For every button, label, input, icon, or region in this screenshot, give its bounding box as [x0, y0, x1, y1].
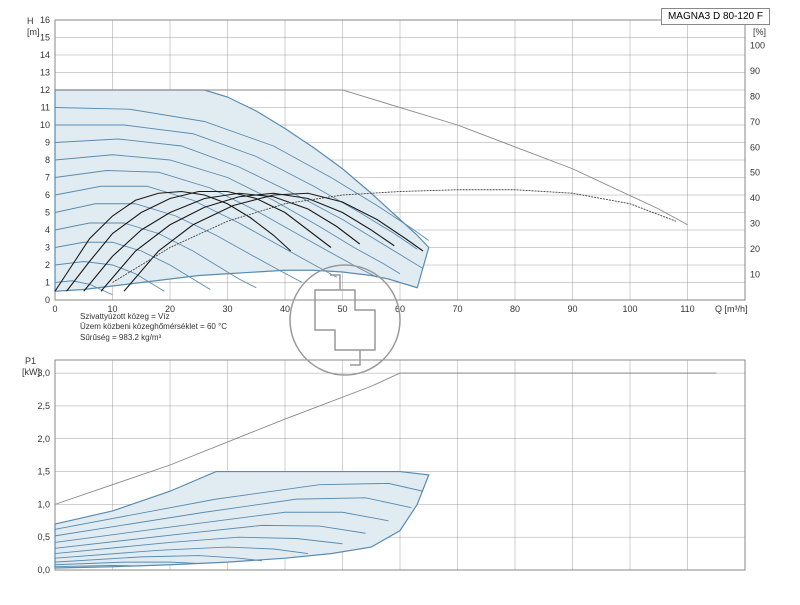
svg-text:4: 4 — [45, 225, 50, 235]
chart-title: MAGNA3 D 80-120 F — [661, 8, 770, 25]
svg-text:40: 40 — [750, 193, 760, 203]
svg-text:50: 50 — [337, 304, 347, 314]
svg-text:14: 14 — [40, 50, 50, 60]
svg-text:80: 80 — [750, 91, 760, 101]
svg-text:7: 7 — [45, 173, 50, 183]
chart-info-block: Szivattyúzott közeg = Víz Üzem közbeni k… — [80, 312, 227, 343]
info-line-1: Üzem közbeni közeghőmérséklet = 60 °C — [80, 322, 227, 332]
svg-text:1: 1 — [45, 278, 50, 288]
svg-text:30: 30 — [750, 219, 760, 229]
svg-text:11: 11 — [41, 103, 50, 113]
svg-text:8: 8 — [45, 155, 50, 165]
svg-text:100: 100 — [622, 304, 637, 314]
svg-text:2: 2 — [45, 260, 50, 270]
svg-text:13: 13 — [40, 68, 50, 78]
svg-text:6: 6 — [45, 190, 50, 200]
svg-text:5: 5 — [45, 208, 50, 218]
svg-text:60: 60 — [750, 142, 760, 152]
svg-text:9: 9 — [45, 138, 50, 148]
svg-text:90: 90 — [567, 304, 577, 314]
svg-text:H: H — [27, 16, 34, 26]
svg-text:0,0: 0,0 — [37, 565, 50, 575]
svg-text:1,5: 1,5 — [37, 467, 50, 477]
svg-text:50: 50 — [750, 168, 760, 178]
svg-text:10: 10 — [750, 270, 760, 280]
svg-text:15: 15 — [40, 33, 50, 43]
svg-text:20: 20 — [750, 244, 760, 254]
svg-text:3: 3 — [45, 243, 50, 253]
svg-text:[kW]: [kW] — [22, 367, 40, 377]
svg-text:[m]: [m] — [27, 27, 40, 37]
svg-text:12: 12 — [40, 85, 50, 95]
svg-text:70: 70 — [750, 117, 760, 127]
svg-text:2,5: 2,5 — [37, 401, 50, 411]
pump-curve-charts: 012345678910111213141516H[m]102030405060… — [0, 0, 800, 600]
svg-text:90: 90 — [750, 66, 760, 76]
svg-text:[%]: [%] — [753, 27, 766, 37]
svg-text:16: 16 — [40, 15, 50, 25]
info-line-0: Szivattyúzott közeg = Víz — [80, 312, 227, 322]
svg-text:0: 0 — [52, 304, 57, 314]
svg-text:Q [m³/h]: Q [m³/h] — [715, 304, 748, 314]
svg-text:2,0: 2,0 — [37, 434, 50, 444]
svg-text:0: 0 — [45, 295, 50, 305]
title-text: MAGNA3 D 80-120 F — [668, 11, 763, 22]
svg-text:1,0: 1,0 — [37, 499, 50, 509]
svg-text:40: 40 — [280, 304, 290, 314]
info-line-2: Sűrűség = 983.2 kg/m³ — [80, 333, 227, 343]
svg-text:80: 80 — [510, 304, 520, 314]
svg-text:70: 70 — [452, 304, 462, 314]
svg-text:10: 10 — [40, 120, 50, 130]
svg-text:110: 110 — [680, 304, 694, 314]
svg-text:100: 100 — [750, 40, 765, 50]
svg-text:0,5: 0,5 — [37, 532, 50, 542]
svg-text:P1: P1 — [25, 356, 36, 366]
